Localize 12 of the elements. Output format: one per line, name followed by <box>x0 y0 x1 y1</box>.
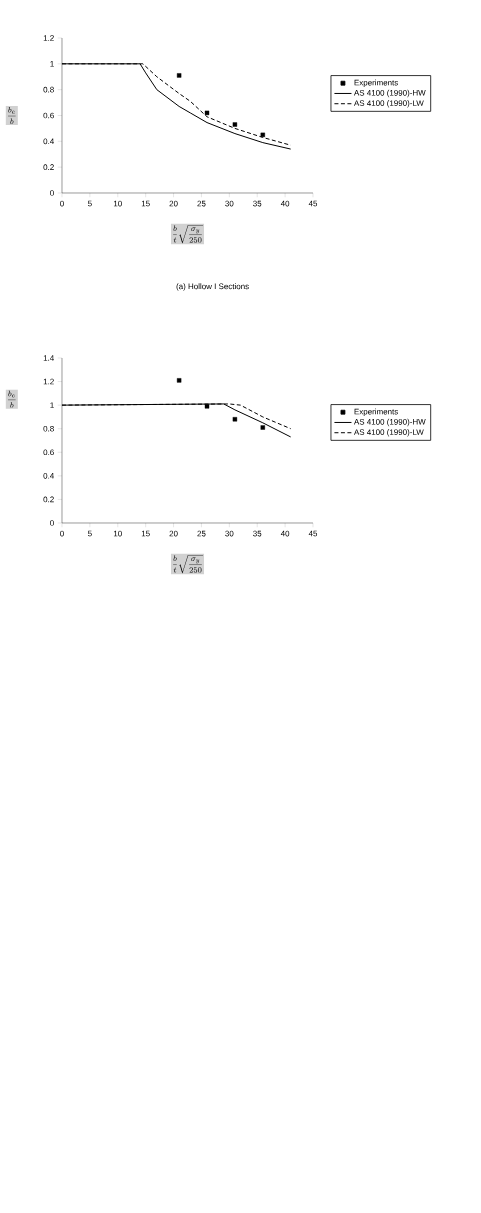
point <box>176 378 182 383</box>
point <box>232 122 238 127</box>
point <box>204 404 210 409</box>
point <box>232 417 238 422</box>
y-axis-title: $\frac{b_e}{b}$ <box>7 390 16 408</box>
x-axis-title: $\frac{b}{t}\sqrt{\frac{\sigma_y}{250}}$ <box>173 225 204 244</box>
x-axis-title: $\frac{b}{t}\sqrt{\frac{\sigma_y}{250}}$ <box>173 555 204 574</box>
point <box>260 425 265 430</box>
point <box>204 110 210 116</box>
y-axis-title: $\frac{b_e}{b}$ <box>7 106 16 125</box>
point <box>260 132 265 138</box>
point <box>176 73 182 78</box>
